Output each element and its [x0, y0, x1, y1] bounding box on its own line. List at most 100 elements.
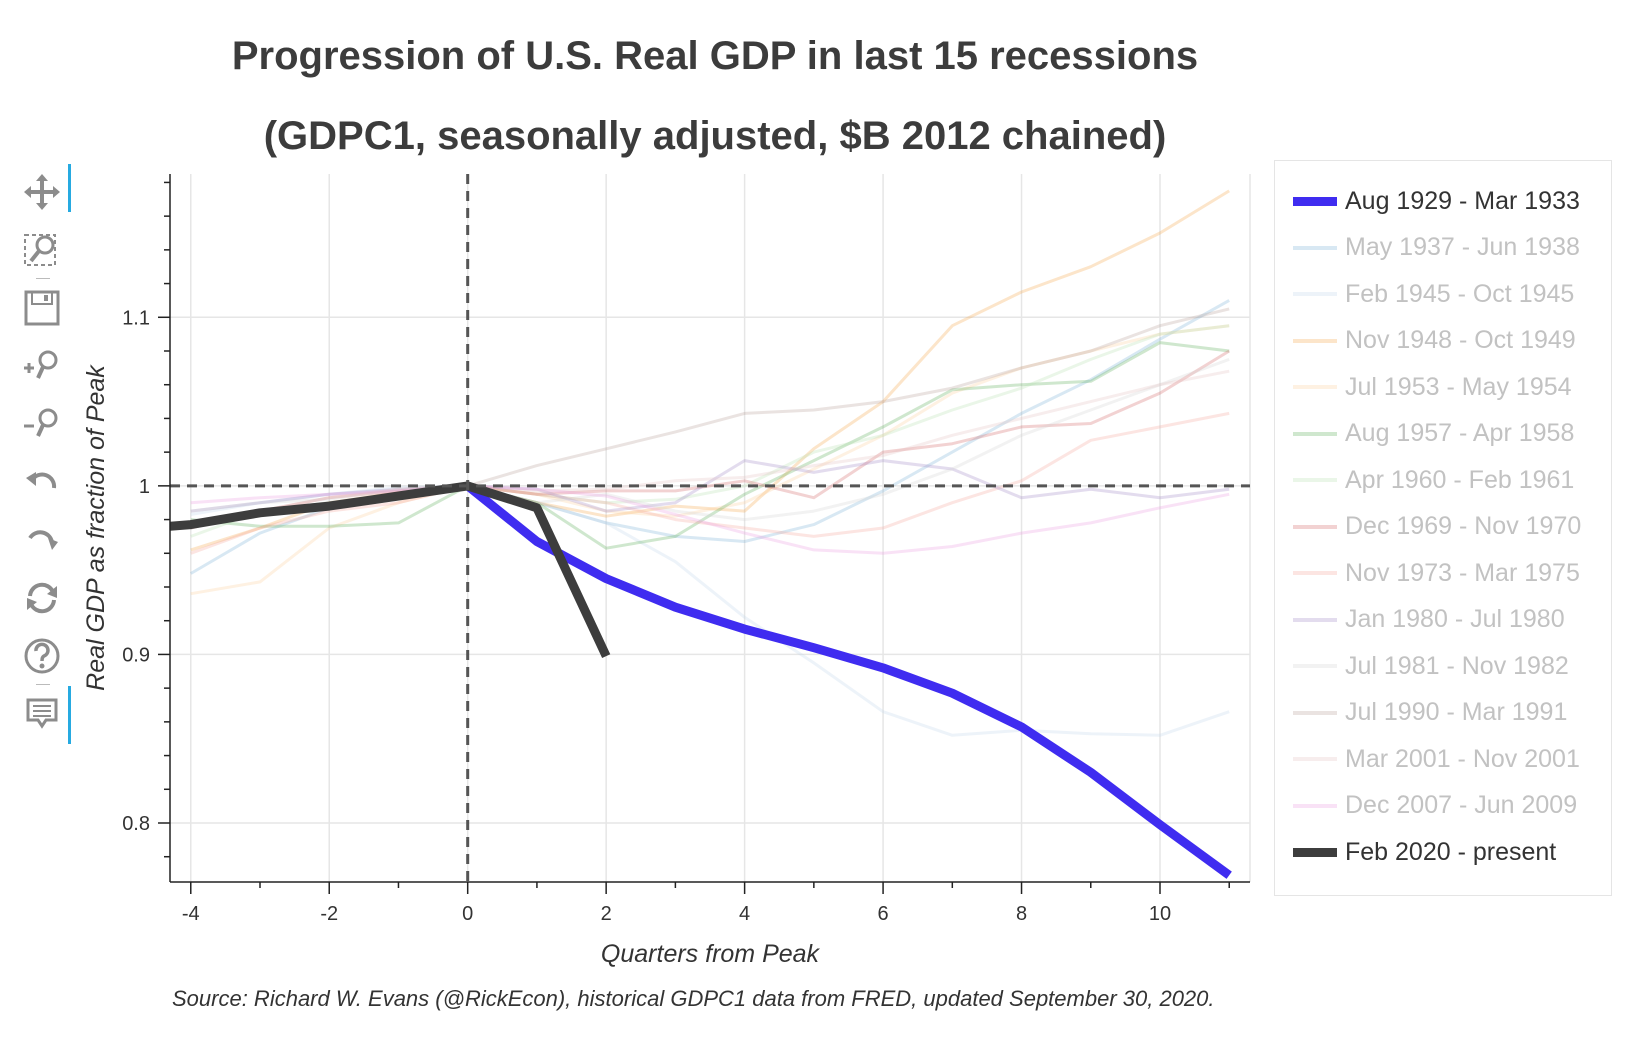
x-tick-label: 10 [1149, 903, 1171, 925]
series-line-nov-1973-mar-1975[interactable] [190, 411, 1230, 555]
series-layer [170, 189, 1232, 879]
y-tick-label: 1 [139, 476, 150, 498]
series-line-dec-2007-jun-2009[interactable] [190, 484, 1230, 555]
legend-label: Jul 1990 - Mar 1991 [1345, 698, 1568, 726]
legend-label: Apr 1960 - Feb 1961 [1345, 465, 1575, 494]
series-line-mar-2001-nov-2001[interactable] [190, 369, 1230, 525]
redo-icon [28, 530, 58, 550]
y-axis-label: Real GDP as fraction of Peak [82, 364, 110, 691]
undo-icon [26, 472, 57, 489]
hover-tooltip-icon [26, 698, 58, 729]
box-zoom-tool-button[interactable] [22, 230, 62, 270]
legend-swatch [1293, 196, 1337, 206]
series-line-aug-1929-mar-1933[interactable] [464, 482, 1232, 879]
legend-item-dec-2007-jun-2009[interactable]: Dec 2007 - Jun 2009 [1293, 786, 1577, 826]
chart-toolbar [14, 164, 74, 772]
x-tick-label: -2 [320, 903, 338, 925]
legend-label: Feb 1945 - Oct 1945 [1345, 279, 1575, 308]
series-line-feb-1945-oct-1945[interactable] [190, 484, 1230, 737]
legend-label: Mar 2001 - Nov 2001 [1345, 744, 1580, 773]
chart-title: Progression of U.S. Real GDP in last 15 … [231, 34, 1199, 78]
x-tick-label: 0 [462, 903, 473, 925]
zoom-out-icon [24, 408, 58, 437]
hover-tool-button[interactable] [22, 694, 62, 734]
x-tick-label: 2 [601, 903, 612, 925]
pan-icon [24, 174, 60, 210]
legend-item-aug-1929-mar-1933[interactable]: Aug 1929 - Mar 1933 [1293, 181, 1580, 221]
legend-label: Nov 1973 - Mar 1975 [1345, 558, 1580, 587]
y-tick-label: 0.9 [122, 644, 150, 666]
reset-icon [27, 582, 57, 614]
x-tick-label: 8 [1016, 903, 1027, 925]
legend-swatch [1293, 617, 1337, 622]
series-line-aug-1957-apr-1958[interactable] [190, 341, 1230, 550]
axes: -4 -2 0 2 4 6 8 10 0.8 0.9 1 1.1 [122, 174, 1250, 925]
legend-item-aug-1957-apr-1958[interactable]: Aug 1957 - Apr 1958 [1293, 414, 1574, 454]
save-icon [24, 290, 60, 326]
legend-item-feb-1945-oct-1945[interactable]: Feb 1945 - Oct 1945 [1293, 274, 1574, 314]
y-tick-label: 1.1 [122, 307, 150, 329]
legend-item-jan-1980-jul-1980[interactable]: Jan 1980 - Jul 1980 [1293, 600, 1565, 640]
legend-item-may-1937-jun-1938[interactable]: May 1937 - Jun 1938 [1293, 228, 1580, 268]
legend-item-jul-1990-mar-1991[interactable]: Jul 1990 - Mar 1991 [1293, 693, 1567, 733]
legend-item-apr-1960-feb-1961[interactable]: Apr 1960 - Feb 1961 [1293, 460, 1574, 500]
legend-item-mar-2001-nov-2001[interactable]: Mar 2001 - Nov 2001 [1293, 739, 1580, 779]
legend-label: Jan 1980 - Jul 1980 [1345, 605, 1565, 633]
zoom-in-icon [24, 350, 58, 379]
legend-label: Jul 1953 - May 1954 [1345, 372, 1572, 401]
legend-label: Aug 1929 - Mar 1933 [1345, 186, 1580, 215]
toolbar-separator [36, 684, 50, 685]
active-indicator-pan [68, 164, 71, 212]
legend-label: May 1937 - Jun 1938 [1345, 233, 1580, 261]
legend-swatch [1293, 847, 1337, 857]
legend-swatch [1293, 757, 1337, 761]
x-axis-label: Quarters from Peak [601, 940, 821, 968]
legend-label: Dec 2007 - Jun 2009 [1345, 791, 1578, 819]
legend-label: Aug 1957 - Apr 1958 [1345, 419, 1575, 447]
legend-item-jul-1981-nov-1982[interactable]: Jul 1981 - Nov 1982 [1293, 646, 1569, 686]
undo-tool-button[interactable] [22, 462, 62, 502]
series-line-jul-1953-may-1954[interactable] [190, 324, 1230, 596]
legend-swatch [1293, 478, 1337, 482]
source-note: Source: Richard W. Evans (@RickEcon), hi… [172, 986, 1215, 1011]
legend-label: Nov 1948 - Oct 1949 [1345, 326, 1576, 354]
series-line-dec-1969-nov-1970[interactable] [190, 349, 1230, 530]
legend-label: Jul 1981 - Nov 1982 [1345, 651, 1569, 680]
chart-subtitle: (GDPC1, seasonally adjusted, $B 2012 cha… [263, 114, 1167, 158]
x-tick-label: 6 [878, 903, 889, 925]
help-icon [24, 638, 60, 674]
legend-swatch [1293, 338, 1337, 343]
legend-swatch [1293, 431, 1337, 436]
redo-tool-button[interactable] [22, 520, 62, 560]
legend-item-dec-1969-nov-1970[interactable]: Dec 1969 - Nov 1970 [1293, 507, 1581, 547]
reference-lines [170, 174, 1250, 882]
series-line-feb-2020-present[interactable] [170, 481, 611, 659]
toolbar-separator [36, 278, 50, 279]
pan-tool-button[interactable] [22, 172, 62, 212]
zoom-out-tool-button[interactable] [22, 404, 62, 444]
zoom-in-tool-button[interactable] [22, 346, 62, 386]
reset-tool-button[interactable] [22, 578, 62, 618]
series-line-jul-1981-nov-1982[interactable] [190, 357, 1230, 522]
series-line-jan-1980-jul-1980[interactable] [190, 459, 1230, 513]
legend-swatch [1293, 385, 1337, 389]
legend-item-nov-1973-mar-1975[interactable]: Nov 1973 - Mar 1975 [1293, 553, 1580, 593]
legend-swatch [1293, 571, 1337, 575]
save-tool-button[interactable] [22, 288, 62, 328]
legend-swatch [1293, 524, 1337, 529]
legend-swatch [1293, 664, 1337, 668]
box-zoom-icon [24, 234, 56, 266]
legend-swatch [1293, 292, 1337, 296]
chart-legend: Aug 1929 - Mar 1933 May 1937 - Jun 1938 Fe… [1274, 160, 1612, 896]
legend-item-jul-1953-may-1954[interactable]: Jul 1953 - May 1954 [1293, 367, 1572, 407]
legend-label: Dec 1969 - Nov 1970 [1345, 512, 1582, 540]
x-tick-label: 4 [739, 903, 750, 925]
legend-swatch [1293, 245, 1337, 250]
help-tool-button[interactable] [22, 636, 62, 676]
legend-item-feb-2020-present[interactable]: Feb 2020 - present [1293, 832, 1556, 872]
legend-swatch [1293, 803, 1337, 808]
active-indicator-hover [68, 686, 71, 744]
legend-item-nov-1948-oct-1949[interactable]: Nov 1948 - Oct 1949 [1293, 321, 1576, 361]
legend-swatch [1293, 710, 1337, 715]
